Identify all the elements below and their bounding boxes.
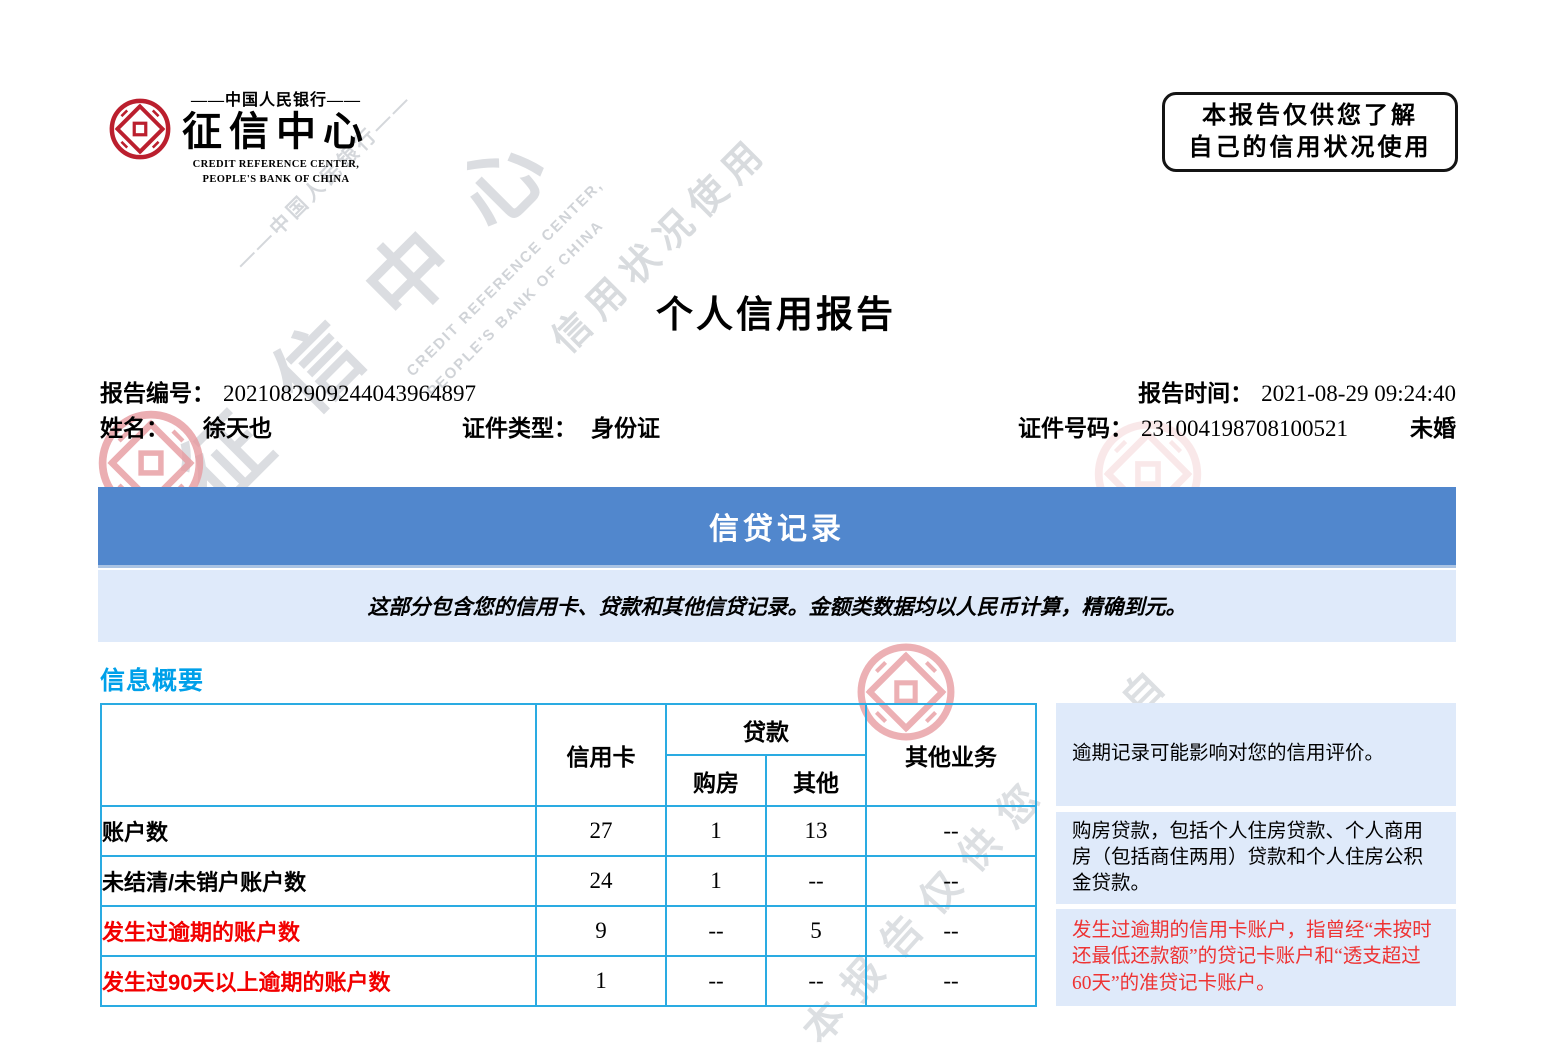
report-meta-row-1: 报告编号： 2021082909244043964897 报告时间： 2021-08… [100,374,1456,406]
report-meta-row-2: 姓名： 徐天也 证件类型： 身份证 证件号码： 231004198708100521 未… [100,409,1456,441]
summary-table-corner-cell [100,703,537,807]
marital-status: 未婚 [1410,415,1456,441]
cell-value: 13 [765,805,867,857]
note-overdue-card-definition: 发生过逾期的信用卡账户，指曾经“未按时还最低还款额”的贷记卡账户和“透支超过60… [1056,909,1456,1006]
column-header-loan-house: 购房 [665,754,767,807]
note-overdue-impact: 逾期记录可能影响对您的信用评价。 [1056,703,1456,806]
column-header-loan-other: 其他 [765,754,867,807]
summary-table: 信用卡 贷款 其他业务 购房 其他 账户数 27 1 13 -- 未结清/未销户… [100,703,1037,1007]
id-number-value: 231004198708100521 [1141,416,1348,441]
cell-value: -- [665,905,767,957]
section-banner-subtitle: 这部分包含您的信用卡、贷款和其他信贷记录。金额类数据均以人民币计算，精确到元。 [98,570,1456,642]
cell-value: 9 [535,905,667,957]
id-number: 证件号码： 231004198708100521 未婚 [1018,409,1456,443]
cell-value: -- [865,855,1037,907]
row-label-overdue-accounts: 发生过逾期的账户数 [100,905,537,957]
cell-value: 1 [665,805,767,857]
name-label: 姓名： [100,415,169,441]
id-type-label: 证件类型： [462,415,577,441]
row-label-unsettled-accounts: 未结清/未销户账户数 [100,855,537,907]
cell-value: -- [765,855,867,907]
report-number-label: 报告编号： [100,380,215,406]
page-title: 个人信用报告 [656,294,896,335]
cell-value: 1 [535,955,667,1007]
id-type-value: 身份证 [591,415,660,441]
usage-notice-box: 本报告仅供您了解 自己的信用状况使用 [1162,92,1458,172]
cell-value: -- [665,955,767,1007]
row-label-account-count: 账户数 [100,805,537,857]
column-header-credit-card: 信用卡 [535,703,667,807]
id-type: 证件类型： 身份证 [462,409,660,443]
cell-value: 24 [535,855,667,907]
column-header-other-business: 其他业务 [865,703,1037,807]
section-banner-title: 信贷记录 [709,513,845,546]
person-name: 姓名： 徐天也 [100,415,272,441]
section-banner-credit-records: 信贷记录 [98,487,1456,568]
cell-value: -- [865,905,1037,957]
logo-english-caption: CREDIT REFERENCE CENTER, PEOPLE'S BANK O… [192,159,360,186]
logo-center-name: 征信中心 [182,109,370,154]
cell-value: 27 [535,805,667,857]
cell-value: 1 [665,855,767,907]
column-header-loan-group: 贷款 [665,703,867,756]
report-time-value: 2021-08-29 09:24:40 [1261,381,1456,406]
credit-reference-center-logo: ——中国人民银行—— 征信中心 CREDIT REFERENCE CENTER,… [178,86,374,187]
pboc-coin-seal-icon [108,96,172,162]
table-row: 账户数 27 1 13 -- [100,805,1037,857]
logo-bank-line: ——中国人民银行—— [190,92,361,109]
cell-value: -- [765,955,867,1007]
table-row: 发生过90天以上逾期的账户数 1 -- -- -- [100,955,1037,1007]
report-time-label: 报告时间： [1138,380,1254,406]
notice-line-1: 本报告仅供您了解 [1202,102,1418,129]
cell-value: 5 [765,905,867,957]
report-number-value: 2021082909244043964897 [223,381,476,406]
report-number: 报告编号： 2021082909244043964897 [100,374,476,406]
row-label-overdue-90days-accounts: 发生过90天以上逾期的账户数 [100,955,537,1007]
table-row: 发生过逾期的账户数 9 -- 5 -- [100,905,1037,957]
note-house-loan-definition: 购房贷款，包括个人住房贷款、个人商用房（包括商住两用）贷款和个人住房公积金贷款。 [1056,812,1456,904]
id-number-label: 证件号码： [1018,415,1133,441]
table-row: 未结清/未销户账户数 24 1 -- -- [100,855,1037,907]
cell-value: -- [865,955,1037,1007]
summary-heading: 信息概要 [100,667,205,695]
cell-value: -- [865,805,1037,857]
report-time: 报告时间： 2021-08-29 09:24:40 [1138,374,1456,406]
notice-line-2: 自己的信用状况使用 [1188,135,1432,161]
name-value: 徐天也 [203,415,272,441]
